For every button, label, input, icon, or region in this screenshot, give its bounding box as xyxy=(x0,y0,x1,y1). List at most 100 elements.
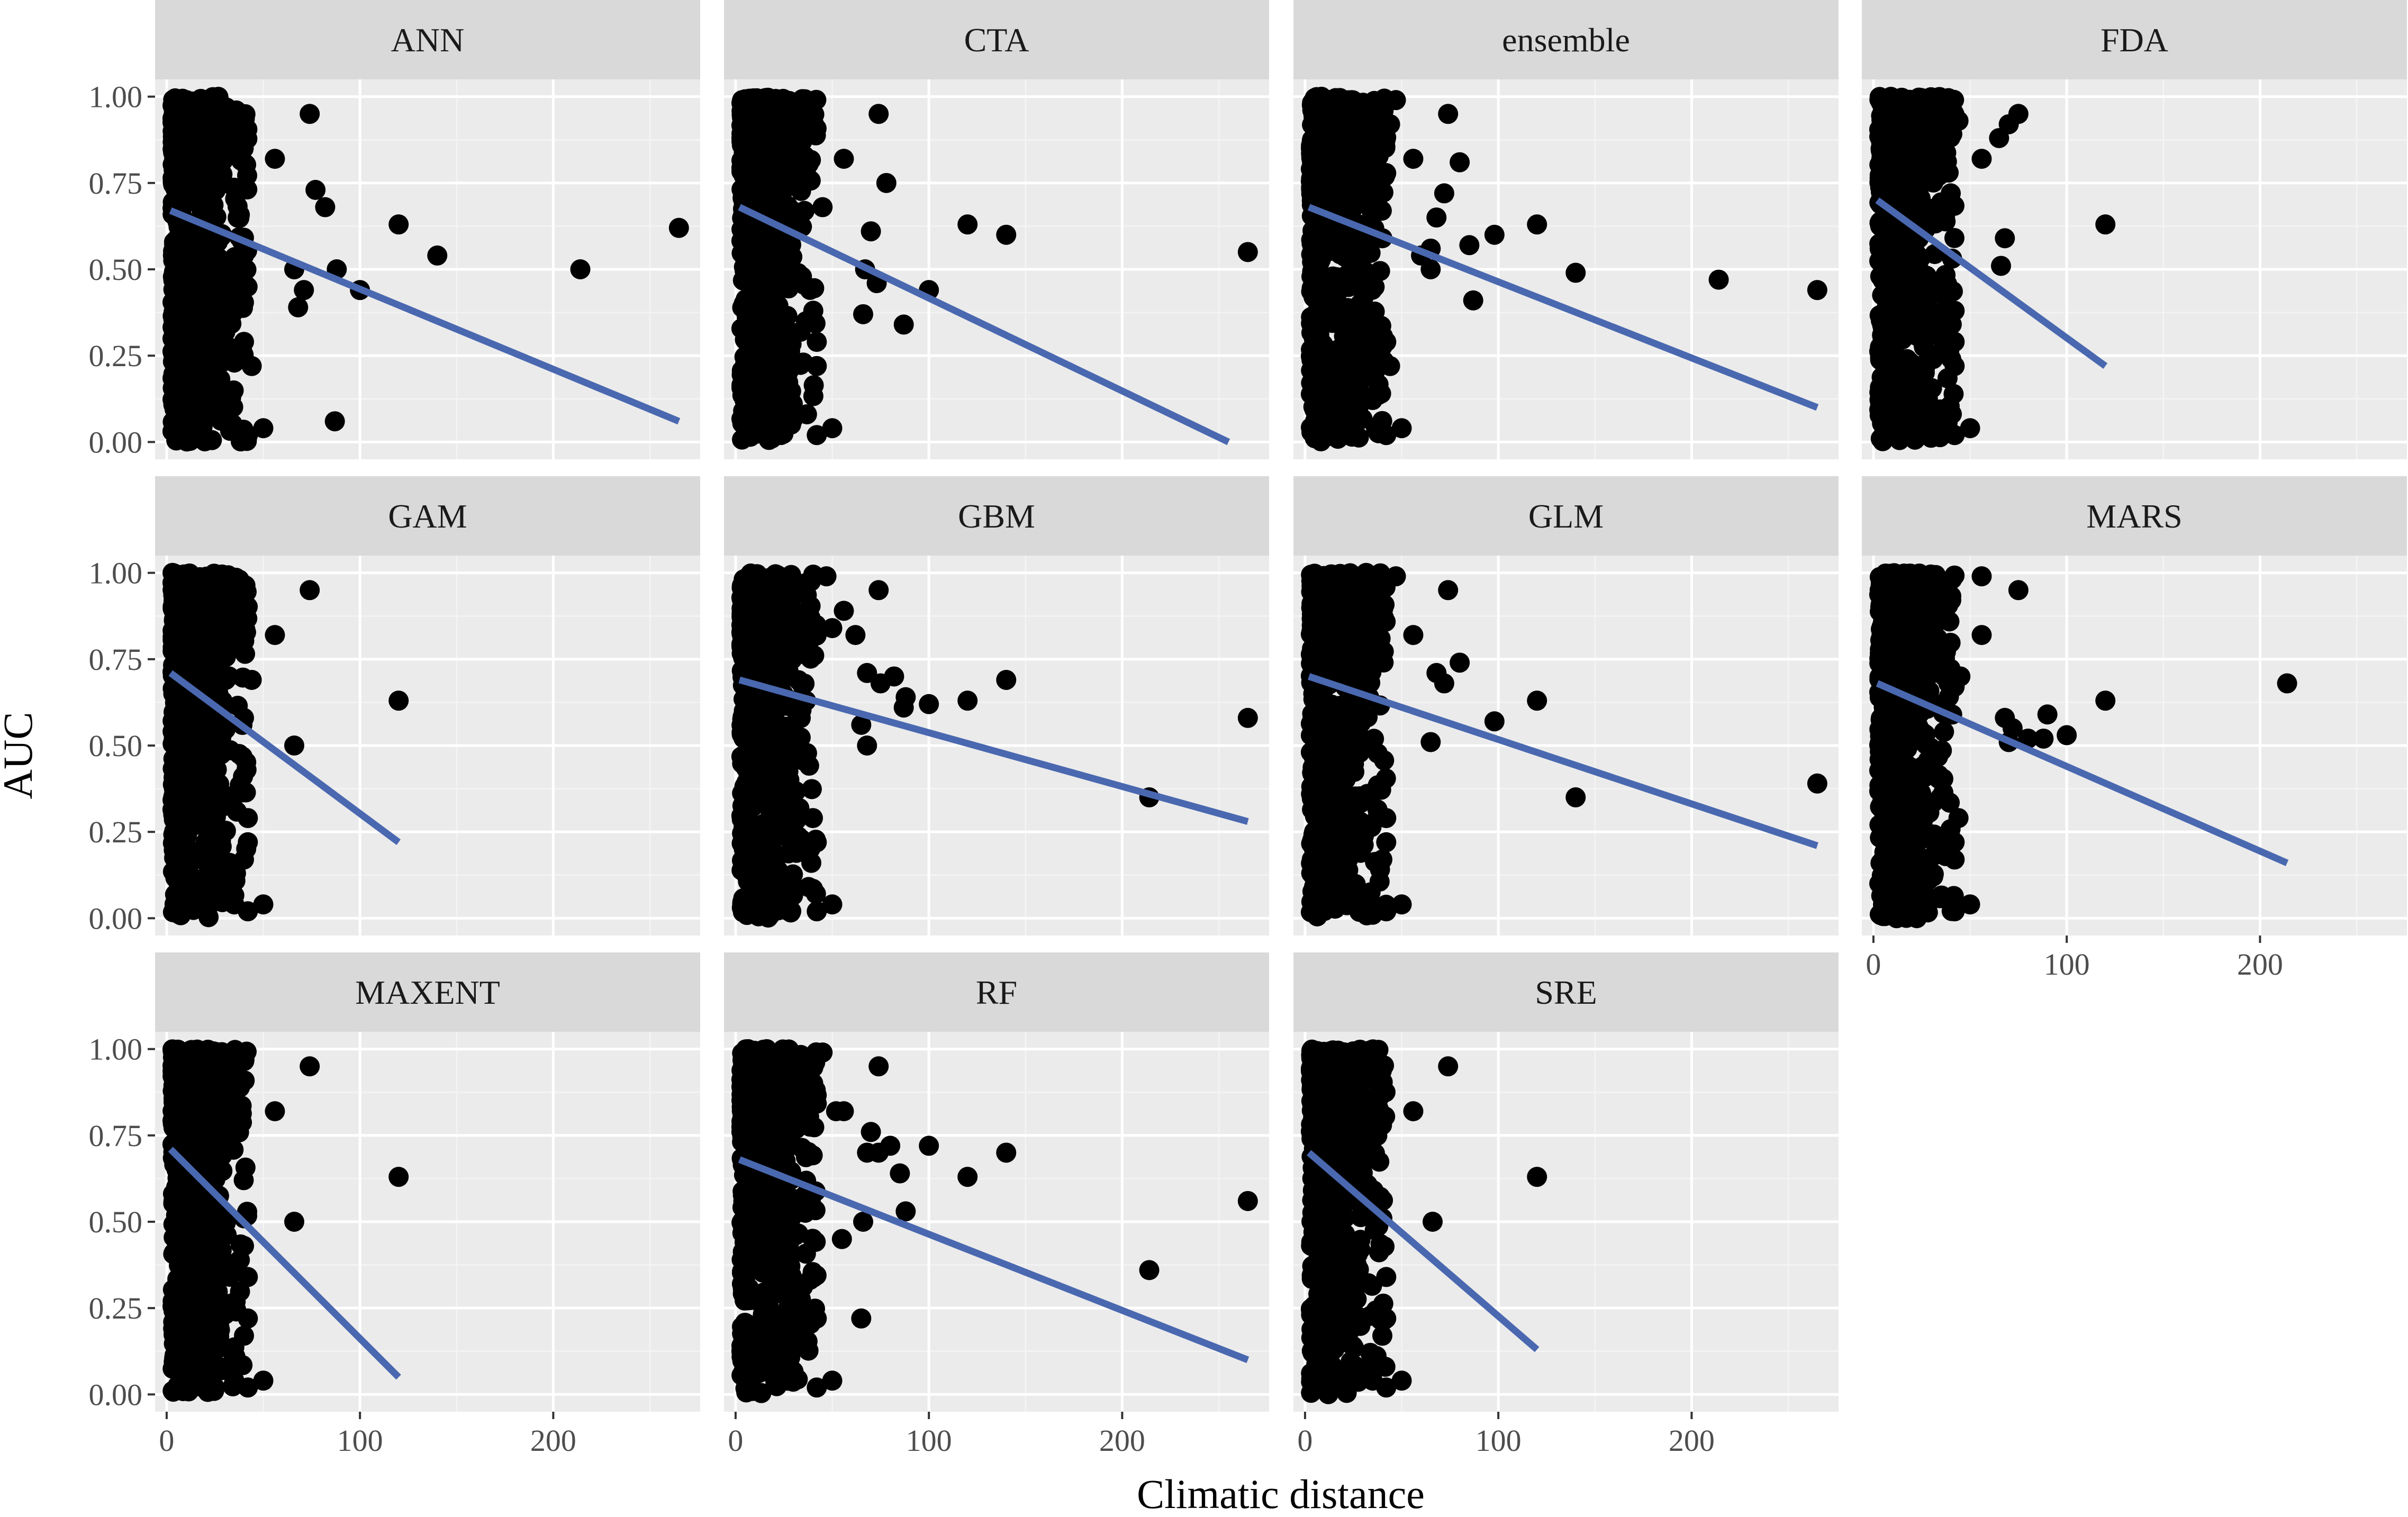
data-point xyxy=(180,749,201,769)
data-point xyxy=(1565,262,1586,283)
facet-strip-label: GBM xyxy=(958,497,1035,535)
data-point xyxy=(1362,166,1383,187)
data-point xyxy=(163,394,184,415)
data-point xyxy=(1339,354,1360,375)
data-point xyxy=(166,116,187,137)
data-point xyxy=(1328,295,1349,315)
data-point xyxy=(1434,673,1454,694)
regression-line xyxy=(1875,197,2108,369)
regression-line xyxy=(169,207,681,425)
data-point xyxy=(1313,106,1334,127)
data-point xyxy=(253,894,274,915)
data-point xyxy=(735,612,756,632)
data-point xyxy=(224,894,245,915)
data-point xyxy=(1899,352,1920,373)
data-point xyxy=(1900,399,1921,420)
facet-strip-label: ANN xyxy=(391,21,465,59)
data-point xyxy=(223,380,244,401)
data-point xyxy=(793,352,813,373)
data-point xyxy=(1939,162,1959,183)
data-point xyxy=(791,708,811,729)
data-point xyxy=(241,356,262,376)
data-point xyxy=(876,172,897,193)
data-point xyxy=(1869,341,1889,362)
y-tick-label: 0.75 xyxy=(89,642,143,677)
data-point xyxy=(1875,250,1896,271)
data-point xyxy=(1237,707,1258,728)
data-point xyxy=(1426,207,1447,228)
data-point xyxy=(1896,194,1917,214)
data-point xyxy=(1376,832,1397,852)
data-point xyxy=(165,693,185,713)
data-point xyxy=(1869,389,1890,410)
data-point xyxy=(1376,425,1397,446)
data-point xyxy=(196,339,217,359)
data-point xyxy=(1343,758,1363,779)
data-point xyxy=(164,766,184,786)
data-point xyxy=(1872,430,1893,451)
data-point xyxy=(265,625,285,646)
data-point xyxy=(1352,369,1373,389)
data-point xyxy=(1327,396,1347,416)
data-point xyxy=(197,577,218,597)
data-point xyxy=(388,691,409,711)
data-point xyxy=(232,297,253,318)
data-point xyxy=(1937,274,1958,295)
data-point xyxy=(1335,808,1355,829)
data-point xyxy=(764,640,784,660)
data-point xyxy=(737,887,757,907)
data-point xyxy=(1990,256,2011,276)
data-point xyxy=(757,122,777,143)
data-point xyxy=(743,88,764,108)
data-point xyxy=(2095,214,2116,235)
data-point xyxy=(202,121,222,142)
data-point xyxy=(834,601,854,621)
data-point xyxy=(1319,165,1340,186)
data-point xyxy=(194,245,214,266)
data-point xyxy=(1301,141,1321,162)
data-point xyxy=(1903,378,1923,399)
data-point xyxy=(288,297,309,317)
data-point xyxy=(807,901,827,922)
data-point xyxy=(754,691,774,711)
scatter-points xyxy=(162,87,689,452)
scatter-points xyxy=(1869,563,2297,929)
data-point xyxy=(234,332,255,352)
data-point xyxy=(237,119,258,140)
data-point xyxy=(1344,275,1364,296)
data-point xyxy=(1434,183,1454,204)
data-point xyxy=(1311,566,1332,586)
data-point xyxy=(812,197,833,217)
data-point xyxy=(1944,228,1965,248)
data-point xyxy=(1315,591,1336,612)
data-point xyxy=(851,714,872,735)
facet-strip xyxy=(155,0,700,79)
data-point xyxy=(816,566,837,587)
data-point xyxy=(1303,747,1324,768)
data-point xyxy=(1922,378,1942,398)
scatter-points xyxy=(1300,562,1827,926)
data-point xyxy=(189,419,210,440)
data-point xyxy=(233,138,254,159)
data-point xyxy=(1391,894,1412,915)
regression-line xyxy=(168,670,401,845)
facet-strip xyxy=(155,476,700,556)
data-point xyxy=(1321,616,1342,637)
data-point xyxy=(214,289,235,310)
data-point xyxy=(834,149,854,169)
data-point xyxy=(198,367,219,388)
data-point xyxy=(237,179,258,200)
data-point xyxy=(1323,268,1344,289)
data-point xyxy=(1364,277,1385,297)
data-point xyxy=(785,781,806,802)
data-point xyxy=(868,104,889,124)
data-point xyxy=(668,217,689,238)
data-point xyxy=(230,266,250,287)
data-point xyxy=(1527,691,1547,711)
data-point xyxy=(1463,290,1483,311)
data-point xyxy=(162,168,183,188)
y-tick-label: 1.00 xyxy=(89,556,143,591)
